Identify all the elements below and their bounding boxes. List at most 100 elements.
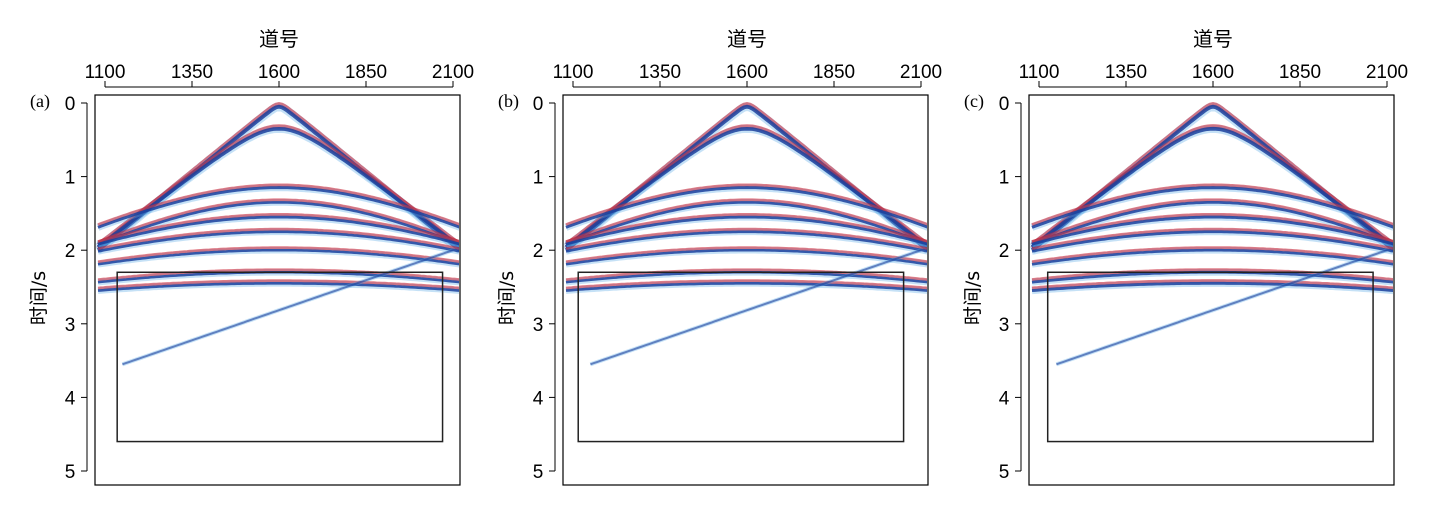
chart-c: 1100 1350 1600 1850 2100 道号 0 1 2 3 4 5 时间/s (c) bbox=[962, 27, 1408, 486]
y-tick-label: 5 bbox=[533, 462, 544, 483]
y-tick-label: 4 bbox=[65, 388, 76, 409]
event-5-negative bbox=[1031, 230, 1393, 253]
event-1-positive bbox=[1030, 124, 1393, 247]
x-tick-label: 1100 bbox=[85, 62, 126, 83]
panel-b: 1100 1350 1600 1850 2100 道号 0 1 2 3 4 5 时间/s (b) bbox=[468, 0, 942, 514]
event-6-positive bbox=[565, 246, 927, 264]
event-2-positive bbox=[97, 183, 459, 227]
event-7-positive bbox=[1031, 268, 1393, 282]
y-tick-label: 1 bbox=[533, 168, 544, 189]
event-6-negative bbox=[97, 248, 459, 266]
y-tick-label: 3 bbox=[533, 315, 544, 336]
event-6-positive bbox=[97, 246, 459, 264]
event-4-negative bbox=[565, 215, 927, 246]
y-tick-label: 0 bbox=[533, 94, 544, 115]
plot-frame bbox=[94, 94, 461, 486]
event-4-negative bbox=[97, 215, 459, 246]
event-2-positive bbox=[1031, 183, 1393, 227]
y-tick-label: 0 bbox=[65, 94, 76, 115]
event-2-negative bbox=[97, 186, 459, 229]
x-tick-label: 1600 bbox=[258, 62, 300, 83]
event-1-negative bbox=[1030, 126, 1393, 249]
event-3-negative bbox=[97, 201, 459, 246]
x-tick-label: 1850 bbox=[1279, 62, 1321, 83]
x-tick-label: 2100 bbox=[1366, 62, 1408, 83]
event-5-negative bbox=[97, 230, 459, 253]
event-4-positive bbox=[97, 213, 459, 244]
y-tick-label: 4 bbox=[533, 388, 544, 409]
event-7-positive bbox=[97, 268, 459, 282]
event-5-positive bbox=[565, 227, 927, 251]
y-tick-label: 3 bbox=[999, 315, 1010, 336]
event-1-negative bbox=[564, 126, 927, 249]
chart-a: 1100 1350 1600 1850 2100 道号 0 1 2 3 4 5 时间/s (a) bbox=[28, 27, 474, 486]
y-tick-label: 0 bbox=[999, 94, 1010, 115]
y-tick-label: 2 bbox=[533, 241, 544, 262]
y-tick-label: 5 bbox=[999, 462, 1010, 483]
panel-label: (a) bbox=[30, 91, 50, 112]
event-2-negative bbox=[565, 186, 927, 229]
x-axis-label: 道号 bbox=[727, 27, 767, 51]
x-tick-label: 1850 bbox=[345, 62, 387, 83]
y-tick-label: 4 bbox=[999, 388, 1010, 409]
event-8-positive bbox=[97, 279, 459, 290]
event-5-positive bbox=[97, 227, 459, 251]
event-4-positive bbox=[1031, 212, 1393, 244]
panel-c: 1100 1350 1600 1850 2100 道号 0 1 2 3 4 5 时间/s (c) bbox=[934, 0, 1408, 514]
event-4-positive bbox=[565, 213, 927, 244]
event-3-positive bbox=[1031, 198, 1393, 244]
dipping-event bbox=[1056, 249, 1388, 366]
event-2-positive bbox=[565, 183, 927, 227]
y-axis-label: 时间/s bbox=[28, 271, 50, 325]
event-4-negative bbox=[1031, 215, 1393, 246]
y-tick-label: 5 bbox=[65, 462, 76, 483]
event-8-negative bbox=[1031, 281, 1393, 293]
y-axis-label: 时间/s bbox=[496, 271, 518, 325]
panel-a: 1100 1350 1600 1850 2100 道号 0 1 2 3 4 5 时间/s (a) bbox=[0, 0, 474, 514]
event-3-positive bbox=[97, 198, 459, 244]
chart-b: 1100 1350 1600 1850 2100 道号 0 1 2 3 4 5 时间/s (b) bbox=[496, 27, 942, 486]
event-1-positive bbox=[564, 124, 927, 247]
x-axis-label: 道号 bbox=[1193, 27, 1233, 51]
event-8-positive bbox=[565, 279, 927, 290]
y-tick-label: 2 bbox=[65, 241, 76, 262]
x-tick-label: 1100 bbox=[553, 62, 594, 83]
event-6-positive bbox=[1031, 246, 1393, 264]
dipping-event bbox=[122, 249, 454, 366]
y-axis-label: 时间/s bbox=[962, 271, 984, 325]
x-tick-label: 1100 bbox=[1019, 62, 1060, 83]
seismic-section bbox=[96, 101, 459, 367]
event-5-positive bbox=[1031, 227, 1393, 251]
x-tick-label: 1350 bbox=[171, 62, 213, 83]
event-6-negative bbox=[1031, 248, 1393, 266]
dipping-event bbox=[590, 249, 922, 366]
event-3-positive bbox=[565, 198, 927, 244]
seismic-section bbox=[564, 101, 927, 367]
x-tick-label: 2100 bbox=[900, 62, 942, 83]
x-tick-label: 1600 bbox=[1192, 62, 1234, 83]
x-tick-label: 1350 bbox=[1105, 62, 1147, 83]
event-1-negative bbox=[96, 126, 459, 249]
event-7-positive bbox=[565, 268, 927, 282]
seismic-section bbox=[1030, 101, 1393, 367]
event-1-positive bbox=[96, 124, 459, 247]
y-tick-label: 1 bbox=[65, 168, 76, 189]
panel-label: (b) bbox=[498, 91, 519, 112]
x-axis-label: 道号 bbox=[259, 27, 299, 51]
highlight-box bbox=[1046, 271, 1374, 443]
plot-frame bbox=[562, 94, 929, 486]
highlight-box bbox=[577, 271, 905, 443]
x-tick-label: 2100 bbox=[432, 62, 474, 83]
x-tick-label: 1850 bbox=[813, 62, 855, 83]
event-5-negative bbox=[565, 230, 927, 253]
event-3-negative bbox=[1031, 201, 1393, 246]
y-tick-label: 3 bbox=[65, 315, 76, 336]
y-tick-label: 2 bbox=[999, 241, 1010, 262]
event-2-negative bbox=[1031, 186, 1393, 229]
x-tick-label: 1600 bbox=[726, 62, 768, 83]
highlight-box bbox=[116, 271, 444, 443]
panel-label: (c) bbox=[964, 91, 984, 112]
y-tick-label: 1 bbox=[999, 168, 1010, 189]
event-8-positive bbox=[1031, 279, 1393, 290]
event-3-negative bbox=[565, 201, 927, 246]
